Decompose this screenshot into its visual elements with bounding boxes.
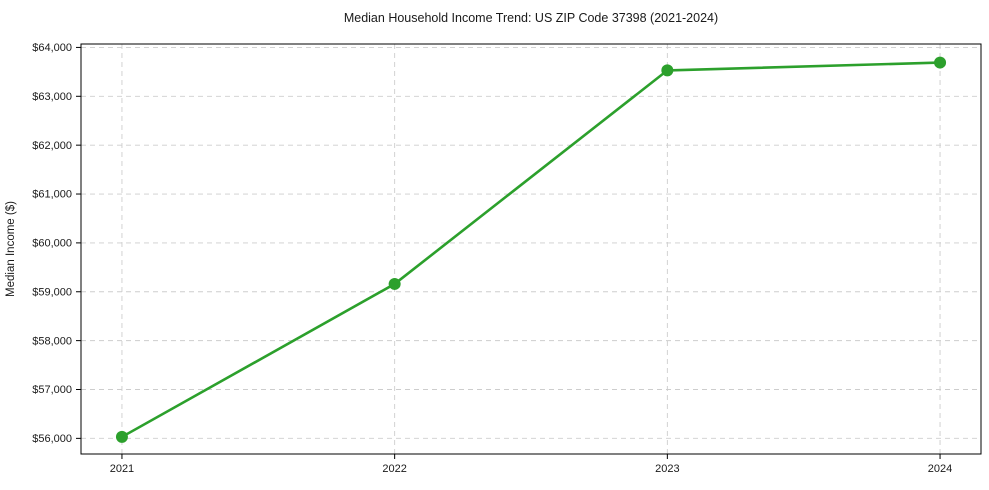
y-tick-label: $58,000 xyxy=(32,335,72,347)
data-point-marker xyxy=(661,64,674,77)
y-tick-label: $64,000 xyxy=(32,42,72,54)
y-tick-label: $63,000 xyxy=(32,91,72,103)
data-point-marker xyxy=(115,430,128,443)
grid-layer xyxy=(81,44,981,454)
y-axis-label: Median Income ($) xyxy=(5,201,17,297)
y-tick-label: $57,000 xyxy=(32,384,72,396)
y-tick-label: $62,000 xyxy=(32,140,72,152)
tick-layer: $56,000 $57,000 $58,000 $59,000 $60,000 $61,0… xyxy=(32,42,952,475)
y-tick-label: $61,000 xyxy=(32,189,72,201)
data-point-marker xyxy=(388,277,401,290)
y-tick-label: $59,000 xyxy=(32,286,72,298)
x-tick-label: 2022 xyxy=(382,463,406,475)
x-tick-label: 2024 xyxy=(928,463,952,475)
trend-line xyxy=(120,61,942,439)
data-series xyxy=(115,56,947,443)
chart-title: Median Household Income Trend: US ZIP Co… xyxy=(344,11,718,25)
plot-border xyxy=(80,43,982,455)
y-tick-label: $56,000 xyxy=(32,433,72,445)
x-tick-label: 2021 xyxy=(110,463,134,475)
y-tick-label: $60,000 xyxy=(32,238,72,250)
data-point-marker xyxy=(934,56,947,69)
x-tick-label: 2023 xyxy=(655,463,679,475)
